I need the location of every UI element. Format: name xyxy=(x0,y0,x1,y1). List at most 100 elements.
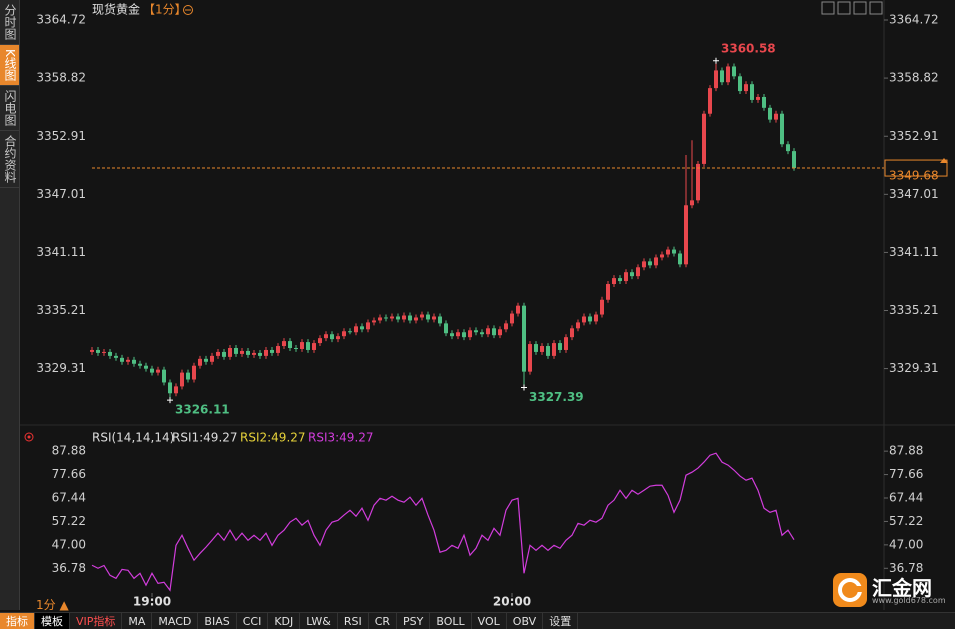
candle-body xyxy=(282,341,286,347)
y-tick-label-right: 3329.31 xyxy=(889,361,939,375)
candle-body xyxy=(624,272,628,282)
candle-body xyxy=(186,372,190,380)
toolbar-item[interactable]: KDJ xyxy=(268,613,301,629)
y-tick-label-left: 57.22 xyxy=(52,514,86,528)
rsi-line xyxy=(91,452,795,592)
candle-body xyxy=(630,272,634,277)
candle-body xyxy=(714,70,718,89)
toolbar-item[interactable]: VIP指标 xyxy=(70,613,123,629)
candle-body xyxy=(198,358,202,366)
control-button[interactable] xyxy=(853,1,867,15)
candle-body xyxy=(234,347,238,354)
y-tick-label-right: 3347.01 xyxy=(889,187,939,201)
toolbar-item[interactable]: 模板 xyxy=(35,613,70,629)
candle-body xyxy=(264,349,268,356)
indicator-toggle[interactable] xyxy=(24,432,34,442)
candle-body xyxy=(774,113,778,120)
toolbar-item[interactable]: MACD xyxy=(152,613,199,629)
candle-body xyxy=(324,334,328,339)
candle-body xyxy=(96,349,100,353)
candle-body xyxy=(768,107,772,120)
candle-body xyxy=(114,355,118,358)
y-tick-label-right: 3341.11 xyxy=(889,245,939,259)
indicator-toggle-dot xyxy=(27,435,31,439)
candle-body xyxy=(258,352,262,356)
y-tick-label-right: 87.88 xyxy=(889,444,923,458)
candle-body xyxy=(510,313,514,324)
toolbar-item[interactable]: RSI xyxy=(338,613,369,629)
candle-body xyxy=(690,200,694,206)
toolbar-item[interactable]: 指标 xyxy=(0,613,35,629)
candle-body xyxy=(288,341,292,348)
candle-body xyxy=(420,314,424,318)
candle-body xyxy=(408,315,412,321)
y-tick-label-right: 3335.21 xyxy=(889,303,939,317)
logo: 汇金网 www.gold678.com xyxy=(832,572,950,608)
candle-body xyxy=(654,257,658,266)
candle-body xyxy=(744,84,748,92)
candle-body xyxy=(354,326,358,333)
toolbar-item[interactable]: BOLL xyxy=(430,613,472,629)
candle-body xyxy=(348,331,352,333)
sidebar: 分时图 K线图 闪电图 合约资料 xyxy=(0,0,20,610)
y-tick-label-right: 3352.91 xyxy=(889,129,939,143)
candle-body xyxy=(486,328,490,335)
candle-body xyxy=(546,346,550,356)
candle-body xyxy=(462,332,466,338)
toolbar-item[interactable]: PSY xyxy=(397,613,431,629)
candle-body xyxy=(612,278,616,285)
toolbar: 指标 模板 VIP指标 MA MACD BIAS CCI KDJ LW& RSI CR PSY BOLL… xyxy=(0,612,955,629)
candle-body xyxy=(132,359,136,364)
toolbar-item[interactable]: OBV xyxy=(507,613,544,629)
candle-body xyxy=(474,330,478,333)
sidebar-tab[interactable]: 分时图 xyxy=(0,0,19,45)
candle-body xyxy=(618,278,622,282)
candle-body xyxy=(606,284,610,300)
toolbar-item[interactable]: CCI xyxy=(237,613,269,629)
extreme-marker xyxy=(167,397,173,404)
candle-body xyxy=(696,163,700,201)
period-selector[interactable]: 1分 ▲ xyxy=(36,598,69,612)
candle-body xyxy=(732,66,736,77)
toolbar-item[interactable]: BIAS xyxy=(198,613,237,629)
candle-body xyxy=(588,316,592,322)
candle-body xyxy=(738,76,742,92)
candle-body xyxy=(228,347,232,357)
y-tick-label-left: 3329.31 xyxy=(36,361,86,375)
sidebar-tab[interactable]: 合约资料 xyxy=(0,131,19,188)
candle-body xyxy=(426,314,430,320)
control-button[interactable] xyxy=(821,1,835,15)
candle-body xyxy=(438,316,442,324)
sidebar-tab[interactable]: 闪电图 xyxy=(0,86,19,131)
toolbar-item[interactable]: CR xyxy=(369,613,398,629)
candle-body xyxy=(276,346,280,353)
candle-body xyxy=(246,350,250,355)
add-icon[interactable] xyxy=(183,5,193,15)
toolbar-item[interactable]: 设置 xyxy=(543,613,579,629)
last-price-label: 3349.68 xyxy=(889,169,939,183)
candle-body xyxy=(444,323,448,334)
extreme-marker xyxy=(713,57,719,64)
candle-body xyxy=(300,342,304,349)
y-tick-label-right: 47.00 xyxy=(889,537,923,551)
candle-body xyxy=(708,88,712,114)
candle-body xyxy=(522,305,526,372)
chart-title: 现货黄金 xyxy=(92,2,140,17)
candle-body xyxy=(720,70,724,83)
sidebar-tab[interactable]: K线图 xyxy=(0,45,19,86)
y-tick-label-left: 67.44 xyxy=(52,491,86,505)
candle-body xyxy=(168,382,172,394)
control-button[interactable] xyxy=(869,1,883,15)
toolbar-item[interactable]: MA xyxy=(122,613,153,629)
candle-body xyxy=(792,151,796,169)
control-button[interactable] xyxy=(837,1,851,15)
logo-url: www.gold678.com xyxy=(872,596,946,605)
candle-body xyxy=(636,267,640,277)
candle-body xyxy=(126,359,130,362)
y-tick-label-left: 3352.91 xyxy=(36,129,86,143)
toolbar-item[interactable]: LW& xyxy=(300,613,338,629)
candle-body xyxy=(786,144,790,152)
toolbar-item[interactable]: VOL xyxy=(472,613,507,629)
candle-body xyxy=(468,330,472,338)
candle-body xyxy=(204,358,208,362)
